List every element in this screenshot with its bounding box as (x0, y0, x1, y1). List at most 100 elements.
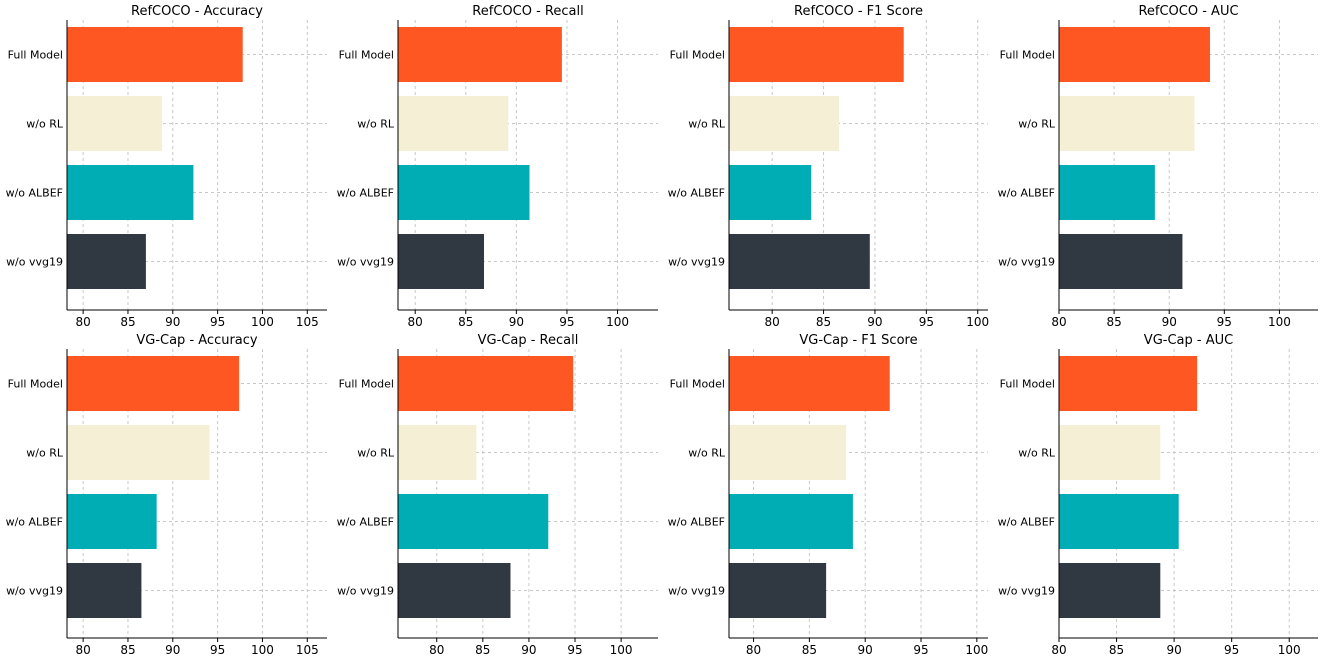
subplot-5: VG-Cap - Recall Full Model w/o RL w/o ALBEF… (337, 333, 658, 657)
x-tick-label: 100 (1278, 643, 1301, 655)
category-label: w/o RL (26, 118, 64, 131)
category-label: w/o vvg19 (668, 256, 725, 269)
x-tick-label: 80 (75, 315, 90, 329)
x-tick-label: 85 (458, 315, 473, 329)
bar-w-o-rl (1059, 425, 1161, 480)
x-tick-label: 95 (1217, 315, 1232, 329)
bar-w-o-vvg19 (729, 563, 827, 618)
x-tick-label: 85 (802, 643, 817, 655)
subplot-1: RefCOCO - Recall Full Model w/o RL w/o ALBE… (337, 4, 658, 329)
x-tick-label: 90 (165, 643, 180, 655)
category-label: w/o ALBEF (668, 187, 725, 200)
x-tick-label: 90 (521, 643, 536, 655)
bar-w-o-vvg19 (67, 563, 142, 618)
subplot-0: RefCOCO - Accuracy Full Model w/o RL w/o AL… (6, 4, 327, 329)
x-tick-label: 100 (966, 315, 989, 329)
category-label: w/o vvg19 (6, 256, 63, 269)
x-tick-label: 90 (1162, 315, 1177, 329)
category-label: Full Model (8, 49, 63, 62)
x-tick-label: 90 (1166, 643, 1181, 655)
x-tick-label: 90 (867, 315, 882, 329)
bar-full-model (398, 27, 562, 82)
subplot-title: RefCOCO - F1 Score (794, 4, 923, 19)
category-label: w/o RL (1018, 447, 1056, 460)
x-tick-label: 95 (567, 643, 582, 655)
x-tick-label: 85 (475, 643, 490, 655)
bar-w-o-albef (398, 165, 530, 220)
category-label: w/o ALBEF (668, 516, 725, 529)
bar-w-o-rl (67, 425, 210, 480)
bar-w-o-rl (1059, 96, 1195, 151)
x-tick-label: 100 (1268, 315, 1291, 329)
x-tick-label: 90 (165, 315, 180, 329)
bar-full-model (729, 356, 890, 411)
category-label: w/o RL (357, 447, 395, 460)
x-tick-label: 95 (1224, 643, 1239, 655)
category-label: w/o vvg19 (6, 585, 63, 598)
category-label: Full Model (8, 378, 63, 391)
bar-w-o-albef (1059, 165, 1155, 220)
x-tick-label: 80 (75, 643, 90, 655)
x-tick-label: 95 (210, 643, 225, 655)
x-tick-label: 80 (1051, 315, 1066, 329)
category-label: w/o vvg19 (998, 256, 1055, 269)
x-tick-label: 90 (858, 643, 873, 655)
x-tick-label: 100 (251, 643, 274, 655)
category-label: Full Model (1000, 378, 1055, 391)
category-label: Full Model (1000, 49, 1055, 62)
category-label: Full Model (339, 378, 394, 391)
category-label: w/o ALBEF (998, 187, 1055, 200)
category-label: w/o ALBEF (6, 516, 63, 529)
category-label: w/o ALBEF (337, 187, 394, 200)
bar-full-model (1059, 356, 1198, 411)
subplot-title: RefCOCO - Recall (472, 4, 583, 19)
category-label: w/o ALBEF (998, 516, 1055, 529)
x-tick-label: 95 (919, 315, 934, 329)
category-label: Full Model (670, 49, 725, 62)
bar-full-model (67, 356, 240, 411)
category-label: w/o RL (357, 118, 395, 131)
category-label: w/o vvg19 (337, 256, 394, 269)
x-tick-label: 100 (965, 643, 988, 655)
category-label: w/o RL (26, 447, 64, 460)
x-tick-label: 85 (120, 315, 135, 329)
subplot-7: VG-Cap - AUC Full Model w/o RL w/o ALBEF w/o… (998, 333, 1318, 657)
bar-full-model (729, 27, 904, 82)
bar-w-o-vvg19 (729, 234, 870, 289)
subplot-2: RefCOCO - F1 Score Full Model w/o RL w/o AL… (668, 4, 990, 329)
subplot-title: VG-Cap - F1 Score (799, 333, 917, 348)
x-tick-label: 80 (408, 315, 423, 329)
subplot-title: VG-Cap - Recall (478, 333, 579, 348)
x-tick-label: 80 (765, 315, 780, 329)
bar-w-o-rl (398, 96, 509, 151)
category-label: Full Model (670, 378, 725, 391)
category-label: w/o ALBEF (337, 516, 394, 529)
bar-w-o-albef (67, 165, 194, 220)
x-tick-label: 105 (296, 643, 319, 655)
category-label: w/o vvg19 (668, 585, 725, 598)
x-tick-label: 100 (606, 315, 629, 329)
category-label: w/o ALBEF (6, 187, 63, 200)
subplot-title: RefCOCO - AUC (1138, 4, 1238, 19)
bar-w-o-albef (398, 494, 549, 549)
subplot-title: RefCOCO - Accuracy (131, 4, 263, 19)
category-label: w/o RL (688, 447, 726, 460)
bar-w-o-rl (398, 425, 477, 480)
category-label: w/o RL (688, 118, 726, 131)
subplot-title: VG-Cap - Accuracy (136, 333, 258, 348)
bar-w-o-albef (729, 165, 812, 220)
x-tick-label: 80 (1051, 643, 1066, 655)
subplot-6: VG-Cap - F1 Score Full Model w/o RL w/o ALB… (668, 333, 989, 657)
x-tick-label: 85 (120, 643, 135, 655)
x-tick-label: 95 (559, 315, 574, 329)
bar-full-model (398, 356, 574, 411)
category-label: Full Model (339, 49, 394, 62)
x-tick-label: 100 (610, 643, 633, 655)
x-tick-label: 80 (429, 643, 444, 655)
subplot-3: RefCOCO - AUC Full Model w/o RL w/o ALBEF w/… (998, 4, 1318, 329)
bar-w-o-vvg19 (398, 234, 484, 289)
x-tick-label: 90 (509, 315, 524, 329)
category-label: w/o vvg19 (337, 585, 394, 598)
